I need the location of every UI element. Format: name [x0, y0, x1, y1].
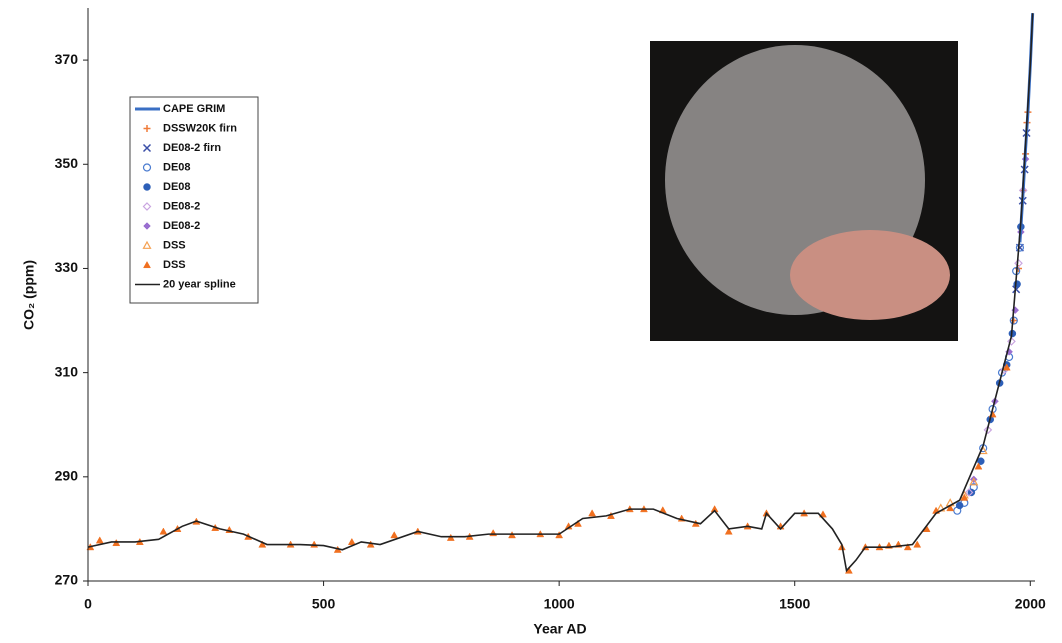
data-point — [1010, 317, 1018, 325]
data-point — [977, 457, 985, 465]
legend-label: DE08 — [163, 161, 191, 173]
data-point — [983, 425, 993, 435]
data-point — [724, 527, 733, 535]
data-point — [258, 540, 267, 548]
x-axis-label: Year AD — [533, 621, 586, 637]
data-point — [159, 527, 168, 535]
legend-swatch — [143, 260, 151, 269]
legend-swatch — [142, 202, 152, 211]
y-tick-label: 290 — [55, 468, 79, 484]
y-tick-label: 370 — [55, 51, 79, 67]
legend-label: DE08-2 firn — [163, 142, 221, 154]
data-point — [1015, 243, 1025, 252]
data-point — [588, 509, 597, 517]
data-point — [390, 531, 399, 539]
data-point — [1007, 337, 1016, 346]
data-point — [960, 493, 969, 501]
legend-label: CAPE GRIM — [163, 103, 225, 115]
x-tick-label: 1500 — [779, 596, 810, 612]
data-point — [1013, 280, 1021, 288]
legend-swatch — [142, 143, 152, 153]
series-line — [87, 13, 1034, 573]
data-point — [969, 477, 979, 486]
legend-label: 20 year spline — [163, 278, 236, 290]
legend-label: DE08-2 — [163, 220, 200, 232]
legend-label: DSS — [163, 259, 186, 271]
data-point — [967, 488, 976, 497]
data-point — [1002, 363, 1011, 371]
data-point — [964, 488, 974, 497]
data-point — [974, 462, 983, 470]
data-point — [347, 537, 356, 545]
legend — [129, 96, 259, 304]
data-point — [95, 536, 104, 544]
x-tick-label: 1000 — [544, 596, 575, 612]
data-point — [955, 501, 964, 510]
legend-label: DSS — [163, 239, 186, 251]
data-point — [310, 540, 319, 548]
y-tick-label: 310 — [55, 363, 79, 379]
hand — [790, 230, 950, 320]
legend-swatch — [143, 183, 151, 191]
x-tick-label: 2000 — [1015, 596, 1046, 612]
y-tick-label: 270 — [55, 572, 79, 588]
legend-swatch — [142, 163, 152, 172]
y-tick-label: 330 — [55, 259, 79, 275]
legend-label: DSSW20K firn — [163, 122, 237, 134]
data-point — [1011, 306, 1020, 314]
y-axis-label: CO₂ (ppm) — [21, 260, 37, 330]
legend-swatch — [143, 125, 151, 132]
legend-swatch — [143, 222, 151, 230]
data-point — [913, 540, 922, 548]
legend-swatch — [142, 240, 152, 249]
y-tick-label: 350 — [55, 155, 79, 171]
legend-label: DE08 — [163, 181, 191, 193]
data-point — [903, 543, 912, 551]
x-tick-label: 0 — [84, 596, 92, 612]
legend-label: DE08-2 — [163, 200, 200, 212]
data-point — [946, 504, 955, 512]
data-point — [1014, 258, 1023, 268]
data-point — [489, 529, 498, 537]
x-tick-label: 500 — [312, 596, 336, 612]
